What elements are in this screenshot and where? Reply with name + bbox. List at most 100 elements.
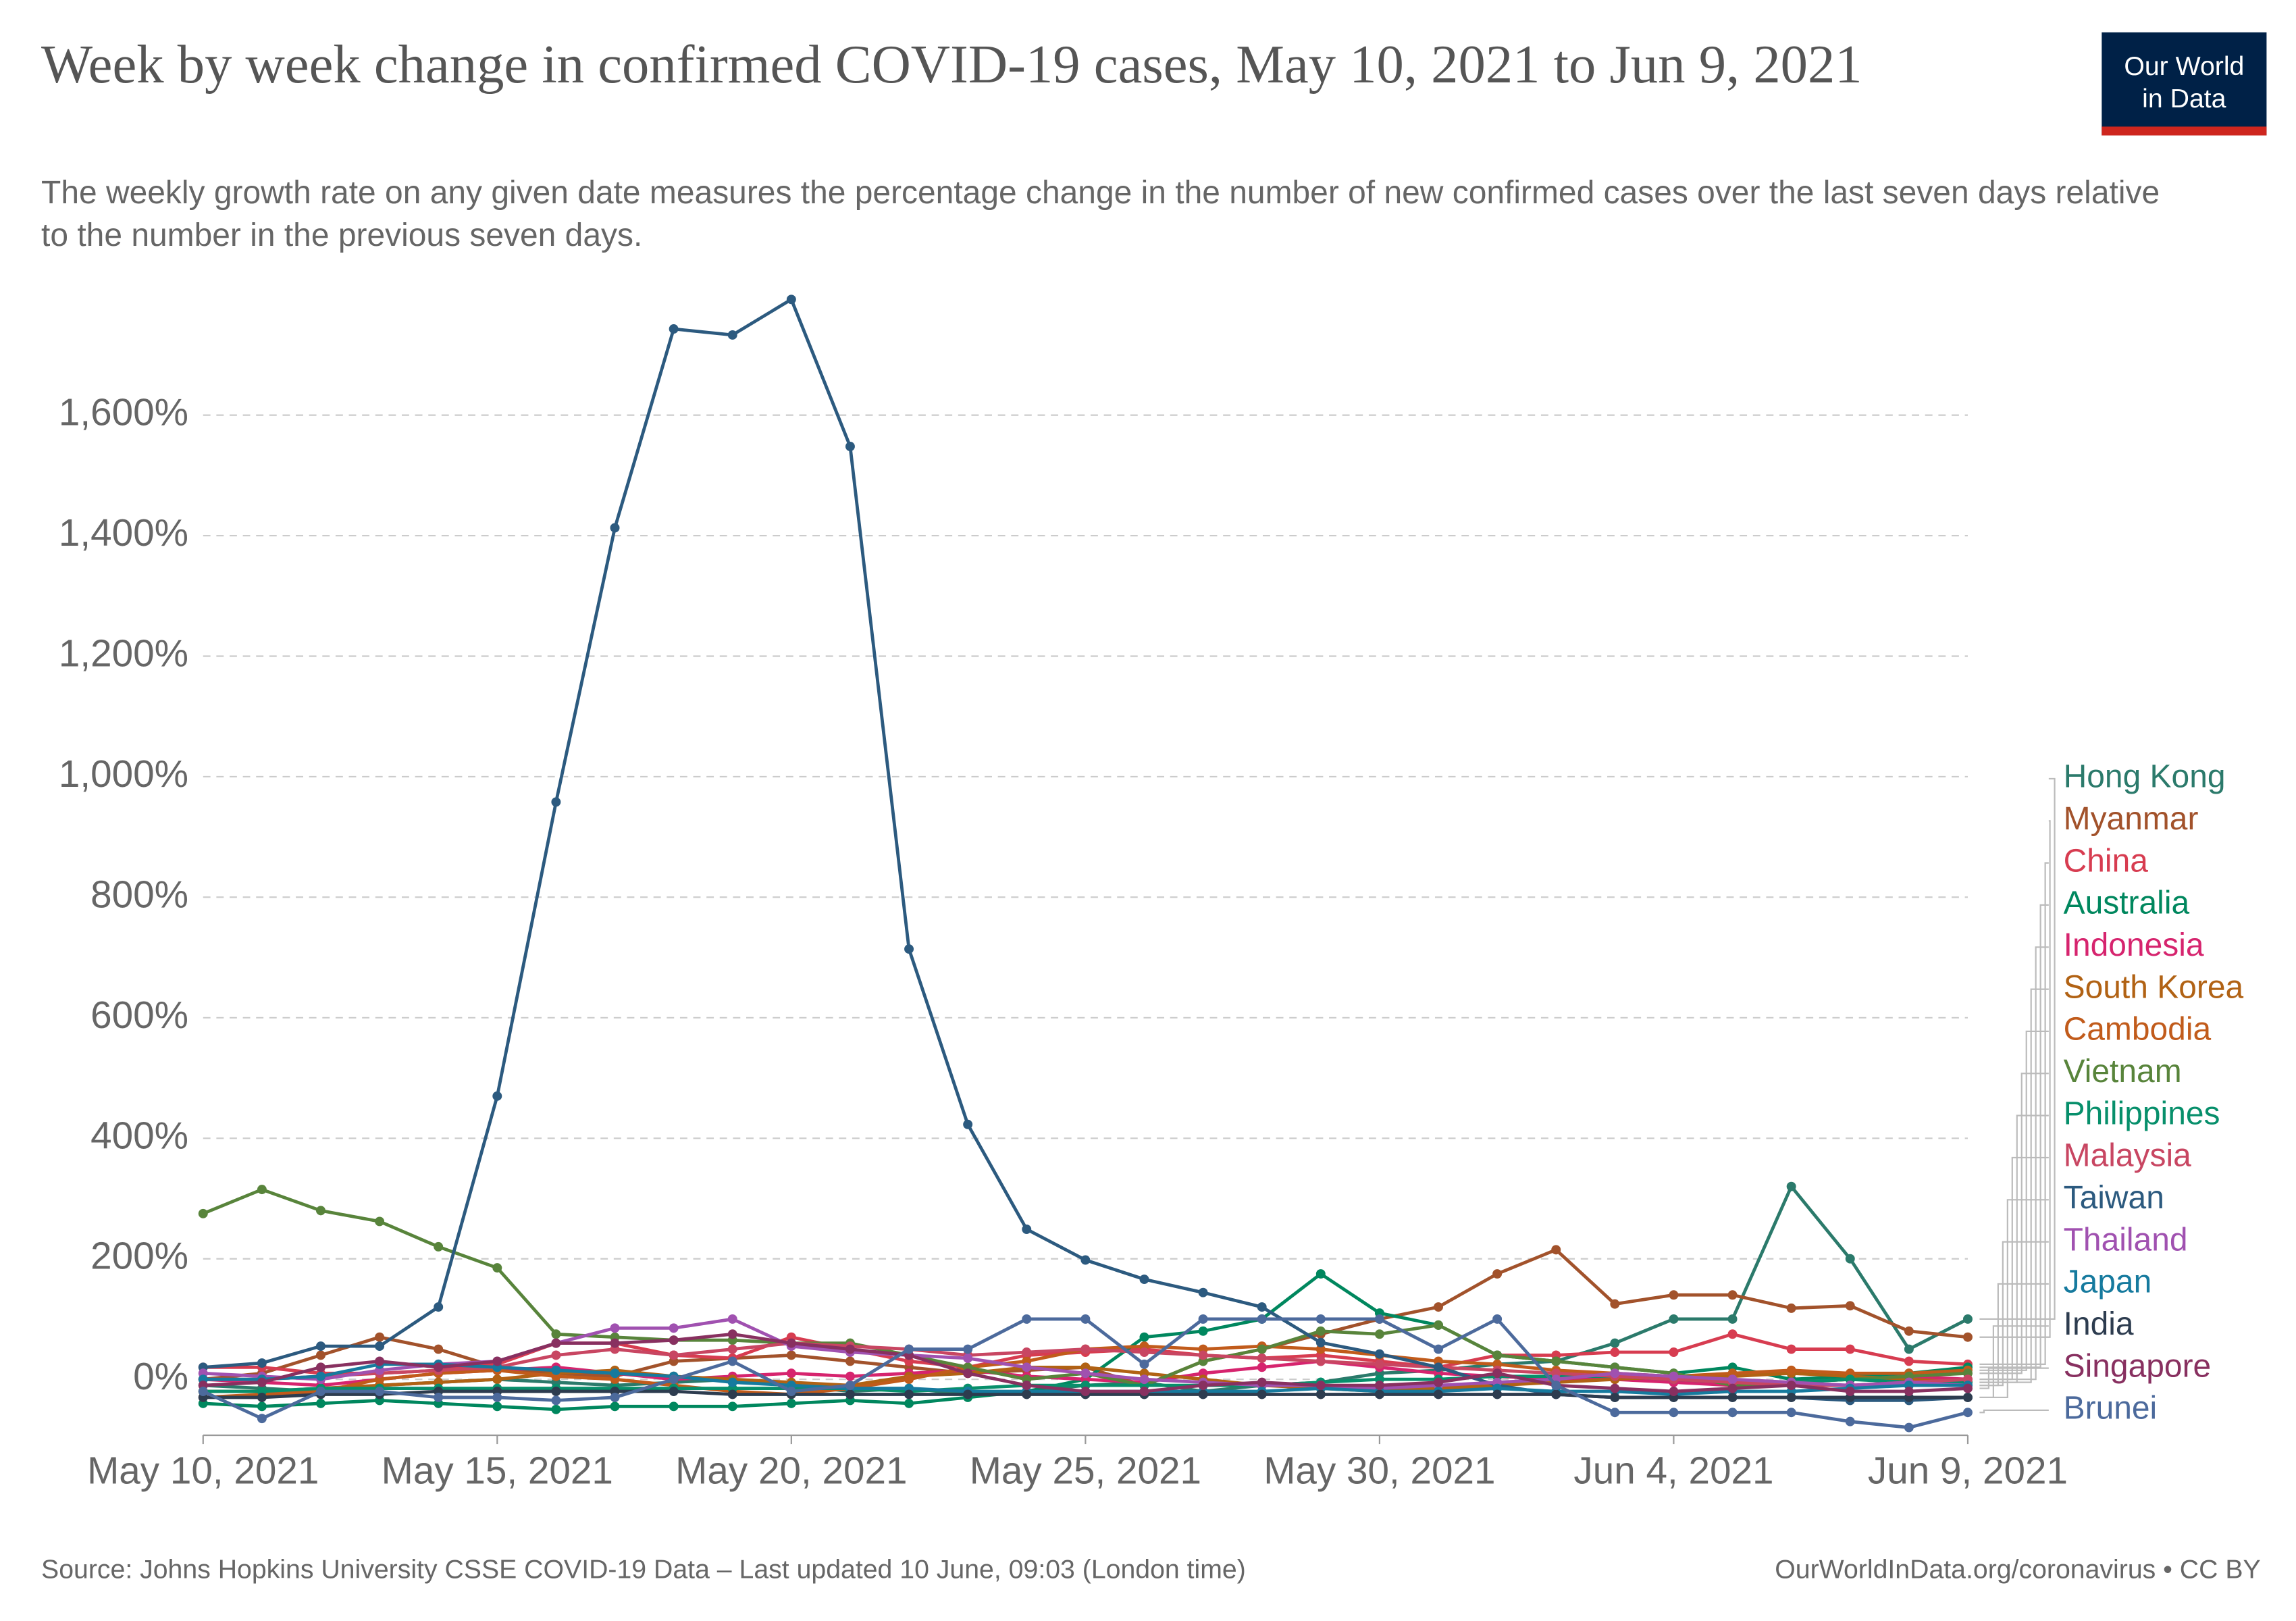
- data-point: [1786, 1344, 1796, 1354]
- data-point: [1845, 1344, 1855, 1354]
- y-tick-label: 0%: [133, 1356, 188, 1398]
- source: Source: Johns Hopkins University CSSE CO…: [41, 1554, 1246, 1585]
- data-point: [1022, 1314, 1032, 1324]
- data-point: [1727, 1329, 1738, 1339]
- data-point: [1257, 1389, 1267, 1399]
- legend-label: Malaysia: [2064, 1138, 2191, 1174]
- x-tick-label: May 30, 2021: [1263, 1450, 1495, 1493]
- data-point: [610, 1338, 620, 1348]
- data-point: [434, 1362, 444, 1372]
- legend-label: China: [2064, 843, 2149, 879]
- data-point: [1022, 1389, 1032, 1399]
- data-point: [198, 1387, 208, 1397]
- data-point: [1257, 1314, 1267, 1324]
- legend-label: Cambodia: [2064, 1012, 2212, 1048]
- data-point: [1669, 1371, 1679, 1381]
- data-point: [1257, 1362, 1267, 1372]
- data-point: [669, 1335, 679, 1345]
- data-point: [1610, 1408, 1620, 1418]
- y-tick-label: 1,200%: [59, 632, 188, 675]
- data-point: [963, 1389, 973, 1399]
- data-point: [727, 1389, 737, 1399]
- data-point: [669, 1350, 679, 1360]
- legend-label: South Korea: [2064, 969, 2244, 1005]
- data-point: [1786, 1303, 1796, 1313]
- logo-line: Our World: [2124, 51, 2245, 81]
- data-point: [1963, 1408, 1973, 1418]
- data-point: [1139, 1374, 1149, 1385]
- data-point: [492, 1401, 502, 1412]
- data-point: [669, 1374, 679, 1385]
- data-point: [257, 1377, 267, 1387]
- x-tick-label: May 20, 2021: [675, 1450, 907, 1493]
- x-tick-label: Jun 4, 2021: [1573, 1450, 1773, 1493]
- data-point: [1022, 1347, 1032, 1358]
- data-point: [316, 1398, 325, 1408]
- data-point: [1139, 1332, 1149, 1342]
- data-point: [1434, 1302, 1443, 1312]
- data-point: [492, 1091, 502, 1101]
- legend-label: Thailand: [2064, 1222, 2188, 1258]
- legend-label: Philippines: [2064, 1096, 2220, 1131]
- data-point: [1434, 1377, 1443, 1387]
- data-point: [1786, 1181, 1796, 1191]
- data-point: [1080, 1314, 1091, 1324]
- logo[interactable]: Our World in Data: [2102, 32, 2267, 136]
- leader-line: [1979, 1156, 2049, 1381]
- x-tick-label: May 15, 2021: [382, 1450, 613, 1493]
- data-point: [375, 1216, 385, 1227]
- data-point: [492, 1356, 502, 1366]
- data-point: [1786, 1392, 1796, 1402]
- data-point: [669, 324, 679, 334]
- data-point: [1904, 1356, 1914, 1366]
- data-point: [1139, 1347, 1149, 1358]
- data-point: [669, 1387, 679, 1397]
- data-point: [1315, 1389, 1326, 1399]
- data-point: [1963, 1383, 1973, 1393]
- data-point: [551, 1365, 561, 1375]
- data-point: [1669, 1314, 1679, 1324]
- data-point: [1786, 1365, 1796, 1375]
- data-point: [904, 944, 914, 954]
- data-point: [1257, 1344, 1267, 1354]
- credit[interactable]: OurWorldInData.org/coronavirus • CC BY: [1775, 1554, 2261, 1585]
- data-point: [1198, 1314, 1208, 1324]
- data-point: [1198, 1350, 1208, 1360]
- data-point: [1786, 1381, 1796, 1391]
- data-point: [257, 1185, 267, 1195]
- leader-line: [1979, 1114, 2049, 1383]
- data-point: [1315, 1337, 1326, 1347]
- data-point: [1257, 1353, 1267, 1363]
- chart-subtitle: The weekly growth rate on any given date…: [41, 174, 2160, 253]
- legend-label: Hong Kong: [2064, 759, 2226, 795]
- data-point: [610, 1401, 620, 1412]
- data-point: [1669, 1290, 1679, 1300]
- leader-line: [1979, 988, 2049, 1383]
- data-point: [1198, 1381, 1208, 1391]
- data-point: [1904, 1422, 1914, 1433]
- data-point: [1492, 1368, 1503, 1379]
- legend-label: Indonesia: [2064, 927, 2204, 963]
- data-point: [434, 1344, 444, 1354]
- data-point: [1492, 1269, 1503, 1279]
- leader-line: [1979, 1367, 2049, 1389]
- data-point: [1669, 1387, 1679, 1397]
- data-point: [1080, 1368, 1091, 1379]
- data-point: [1610, 1347, 1620, 1358]
- data-point: [1374, 1389, 1384, 1399]
- x-tick-label: May 10, 2021: [87, 1450, 319, 1493]
- data-point: [1022, 1225, 1032, 1234]
- data-point: [1315, 1381, 1326, 1391]
- x-tick-label: May 25, 2021: [970, 1450, 1201, 1493]
- data-point: [1727, 1314, 1738, 1324]
- data-point: [1374, 1329, 1384, 1339]
- data-point: [1904, 1387, 1914, 1397]
- data-point: [1257, 1377, 1267, 1387]
- data-point: [727, 1356, 737, 1366]
- data-point: [1610, 1383, 1620, 1393]
- data-point: [727, 330, 737, 340]
- data-point: [492, 1374, 502, 1385]
- data-point: [1904, 1326, 1914, 1336]
- data-point: [963, 1353, 973, 1363]
